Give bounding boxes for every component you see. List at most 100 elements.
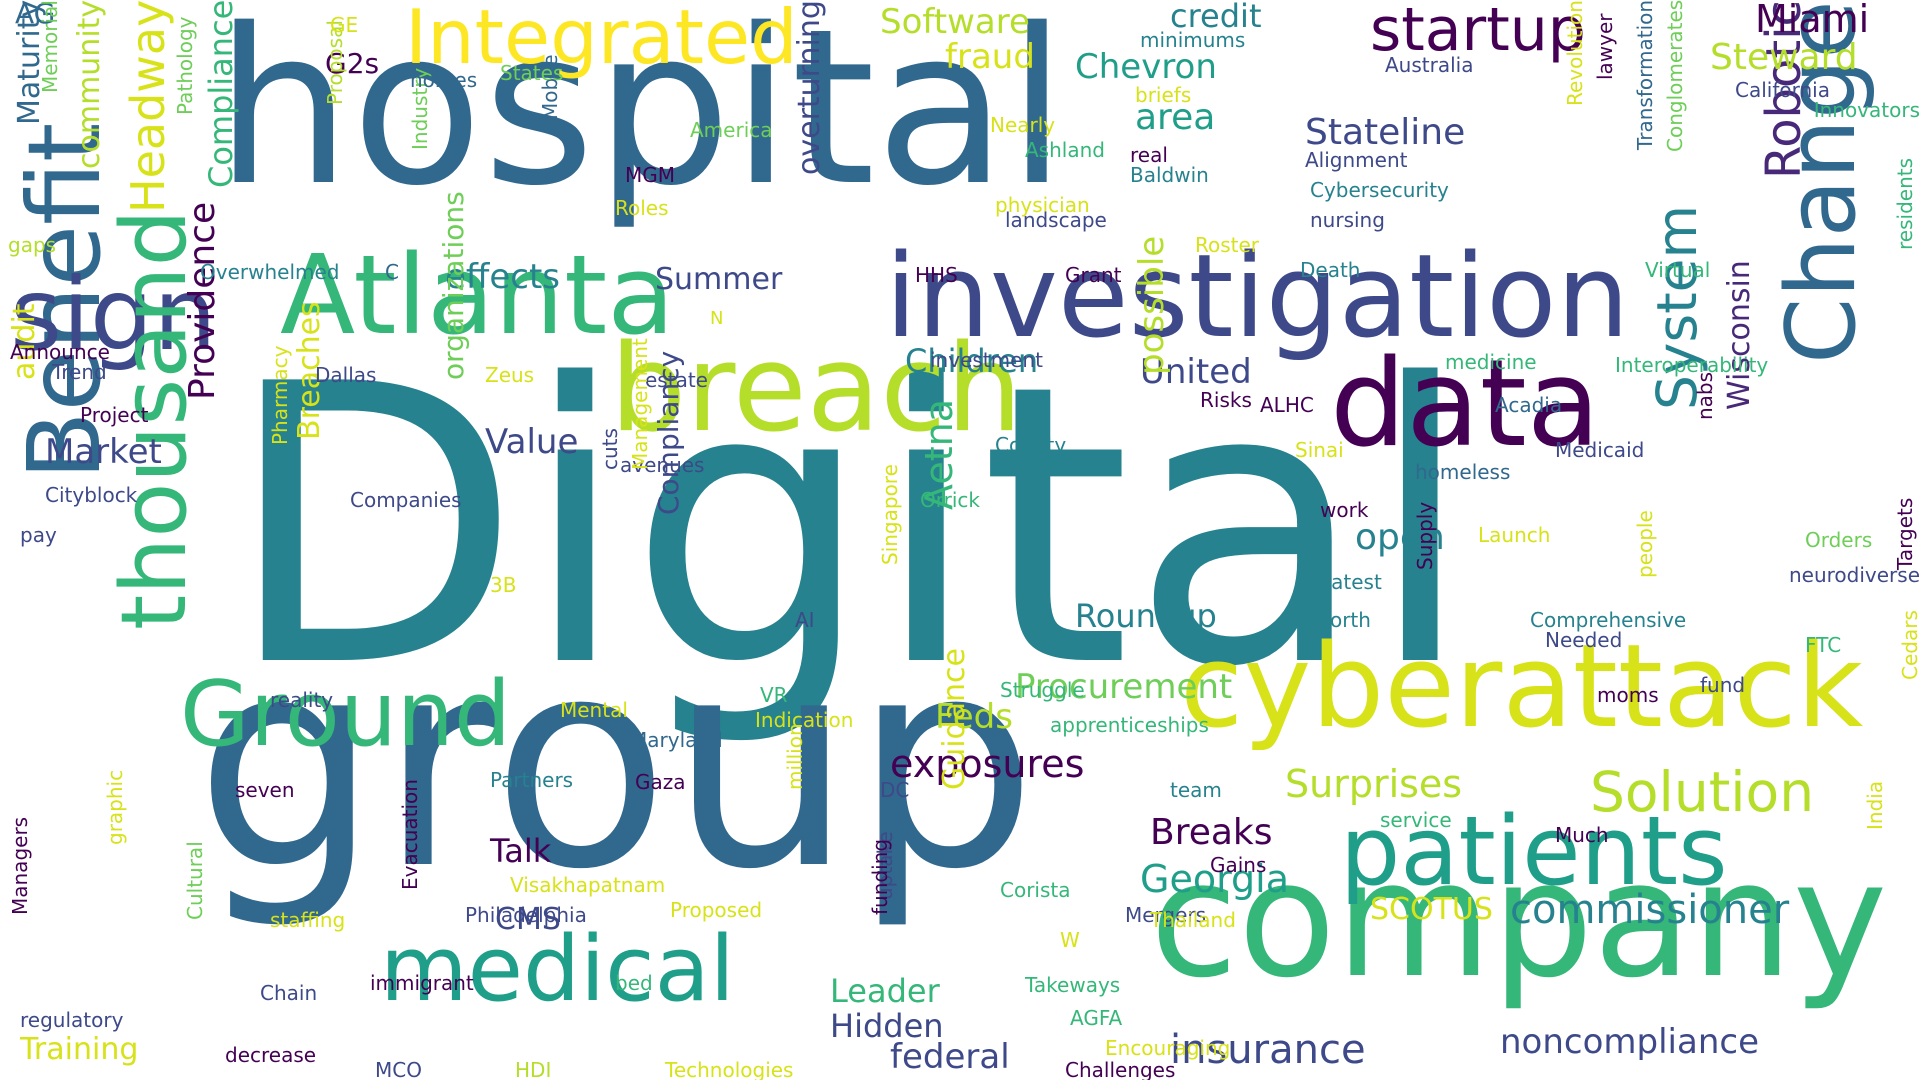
word: VR [760, 683, 788, 707]
word: North [1315, 608, 1371, 632]
word: Revolution [1563, 0, 1587, 106]
word: Sinai [1295, 438, 1344, 462]
word: cyberattack [1180, 620, 1864, 754]
word: estate [645, 368, 708, 392]
word: Stateline [1305, 112, 1466, 153]
word: investigation [885, 230, 1630, 364]
word: breach [610, 320, 1023, 459]
word: credit [1170, 0, 1262, 35]
word: sign [10, 256, 217, 373]
word: Risks [1200, 388, 1252, 412]
word: Acadia [1495, 393, 1563, 417]
word: INVEST [1293, 467, 1317, 540]
word: W [1060, 928, 1080, 952]
word: exposures [890, 742, 1085, 786]
word: Chevron [1075, 47, 1217, 87]
word: graphic [103, 769, 127, 845]
word: Alignment [1305, 148, 1408, 172]
word: data [1330, 335, 1601, 474]
word: Providence [182, 201, 223, 400]
word: Project [80, 403, 149, 427]
word: HHS [915, 263, 958, 287]
word: medicine [1445, 350, 1537, 374]
word: CMS [495, 902, 561, 937]
word: open [1355, 517, 1445, 558]
word: Mental [560, 698, 628, 722]
word: FTC [1805, 633, 1842, 657]
word: Baldwin [1130, 163, 1209, 187]
word: physician [995, 193, 1090, 217]
word: Ashland [1025, 138, 1105, 162]
word: homeless [1415, 460, 1511, 484]
word: Corista [1000, 878, 1071, 902]
word: Headway [121, 0, 175, 214]
word: India [1863, 780, 1887, 830]
word: area [1135, 97, 1216, 138]
word: overturning [792, 0, 827, 175]
word: Maryland [630, 728, 723, 752]
word: nabs [1693, 371, 1717, 420]
word: federal [890, 1037, 1010, 1077]
word: Cityblock [45, 483, 138, 507]
word: Conglomerates [1663, 0, 1687, 153]
word: seven [235, 778, 295, 802]
word: Struggle [1000, 678, 1085, 702]
word: MGM [625, 163, 676, 187]
word: Summer [655, 262, 783, 297]
word: Cedars [1898, 610, 1920, 680]
word: Innovators [1813, 98, 1920, 122]
word: neurodiverse [1788, 563, 1920, 587]
word: Challenges [1065, 1058, 1176, 1080]
word: Gains [1210, 853, 1267, 877]
word: noncompliance [1500, 1022, 1759, 1062]
word: G2s [325, 47, 380, 80]
word: AI [795, 608, 815, 632]
word: Pharmacy [268, 345, 292, 445]
word: Partners [490, 768, 574, 792]
word: Targets [1893, 497, 1917, 570]
word: Software [880, 2, 1030, 42]
word: Mergers [1125, 903, 1207, 927]
word: Digital [225, 303, 1474, 751]
word: Evacuation [398, 779, 422, 890]
word: Transformation [1633, 0, 1657, 151]
word: Dallas [315, 363, 377, 387]
word: medical [380, 917, 735, 1022]
word: Breaks [1150, 812, 1273, 853]
word: Interoperability [1615, 353, 1769, 377]
word: Trend [52, 360, 107, 384]
word: Companies [350, 488, 462, 512]
word: staffing [270, 908, 346, 932]
word: commissioner [1510, 887, 1790, 933]
word: Philadelphia [465, 903, 587, 927]
word: moms [1597, 683, 1659, 707]
word: Hidden [830, 1007, 944, 1045]
word: fund [1700, 673, 1746, 697]
word: ALHC [1260, 393, 1314, 417]
word: Announce [10, 340, 110, 364]
word: nursing [1310, 208, 1385, 232]
word: America [690, 118, 773, 142]
word: Value [485, 422, 579, 462]
word: Solution [1590, 760, 1815, 824]
word: MCO [375, 1058, 422, 1080]
word: Encouraging [1105, 1036, 1231, 1060]
word: gaps [8, 233, 57, 257]
word: 3B [490, 573, 517, 597]
word: N [710, 308, 724, 329]
word: Orrick [920, 488, 980, 512]
word: Australia [1385, 53, 1474, 77]
word: Georgia [1140, 857, 1289, 901]
word: reality [270, 688, 334, 712]
word: service [1380, 808, 1452, 832]
word: regulatory [20, 1008, 124, 1032]
word: Supply [1413, 501, 1437, 570]
word: Training [20, 1032, 139, 1067]
word: homes [410, 68, 478, 92]
word: company [1150, 826, 1888, 1013]
word: Procurement [1015, 667, 1233, 707]
word: Much [1555, 823, 1609, 847]
word: C [385, 260, 399, 284]
word: apprenticeships [1050, 713, 1209, 737]
word: residents [1893, 157, 1917, 250]
